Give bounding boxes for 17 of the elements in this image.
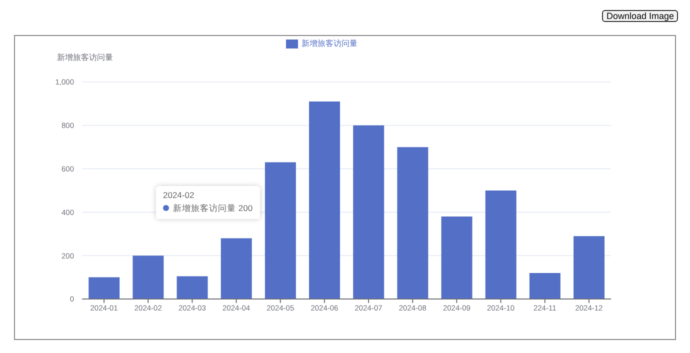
annotation: 新增旅客访问量 200 xyxy=(173,203,253,213)
bar xyxy=(264,162,296,299)
bar xyxy=(574,236,605,299)
bar xyxy=(397,147,428,299)
annotation: 2024-02 xyxy=(163,190,194,200)
download-button: Download Image xyxy=(602,10,678,22)
bar xyxy=(309,102,340,299)
bar xyxy=(88,277,120,299)
bar xyxy=(176,276,208,299)
legend-label: 新增旅客访问量 xyxy=(302,39,358,48)
bar xyxy=(132,256,164,299)
bar xyxy=(529,272,560,299)
bar xyxy=(220,238,252,299)
bar xyxy=(485,190,516,299)
y-axis-title: 新增旅客访问量 xyxy=(57,52,113,63)
bar xyxy=(441,216,472,299)
bar xyxy=(353,125,384,299)
